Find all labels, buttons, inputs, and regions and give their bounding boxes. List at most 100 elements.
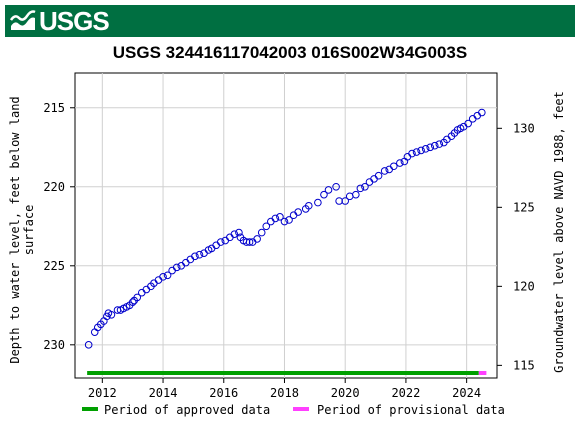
right-axis-ticks: 130 125 120 115 (497, 121, 535, 372)
data-point (370, 175, 378, 183)
data-points (84, 108, 486, 349)
data-point (242, 238, 251, 246)
left-axis-label-line1: Depth to water level, feet below land (8, 96, 22, 363)
data-point (257, 228, 266, 237)
data-point (314, 198, 322, 207)
left-tick-label: 225 (43, 259, 65, 273)
plot-frame (74, 72, 498, 379)
data-point (245, 238, 254, 246)
legend-provisional-swatch (293, 407, 309, 411)
data-point (385, 165, 394, 174)
left-tick-label: 230 (43, 338, 65, 352)
x-tick-label: 2018 (270, 386, 299, 400)
data-point (304, 201, 313, 210)
x-tick-label: 2014 (149, 386, 178, 400)
data-point (172, 263, 181, 272)
data-point (128, 298, 137, 306)
data-point (200, 249, 208, 257)
data-point (417, 146, 425, 155)
data-point (285, 216, 293, 224)
left-tick-label: 215 (43, 101, 65, 115)
data-point (289, 211, 298, 220)
usgs-banner (5, 5, 575, 37)
data-point (271, 214, 280, 223)
data-point (341, 197, 350, 205)
left-tick-label: 220 (43, 180, 65, 194)
data-point (468, 115, 477, 123)
data-point (403, 152, 412, 161)
data-point (262, 222, 271, 231)
data-point (335, 197, 343, 205)
data-point (345, 192, 354, 201)
data-point (84, 341, 93, 349)
data-point (352, 190, 360, 199)
data-point (159, 273, 167, 281)
data-point (380, 167, 389, 175)
period-bar (87, 371, 479, 375)
period-bars (87, 371, 487, 375)
data-point (332, 182, 340, 191)
data-point (435, 140, 444, 148)
legend-provisional-label: Period of provisional data (317, 403, 505, 417)
data-point (230, 230, 239, 238)
data-point (412, 148, 421, 156)
data-point (276, 213, 284, 221)
data-point (365, 178, 374, 186)
data-point (421, 145, 430, 153)
data-point (168, 266, 176, 275)
data-point (356, 184, 365, 193)
legend-approved-swatch (82, 407, 98, 411)
data-point (212, 241, 220, 250)
data-point (221, 236, 230, 245)
legend: Period of approved data Period of provis… (82, 403, 505, 417)
data-point (253, 235, 261, 243)
data-point (320, 190, 328, 199)
right-tick-label: 130 (513, 121, 535, 135)
data-point (107, 310, 116, 319)
chart-title: USGS 324416117042003 016S002W34G003S (112, 43, 468, 62)
usgs-wave-icon (10, 10, 36, 30)
data-point (426, 143, 435, 152)
legend-approved-label: Period of approved data (104, 403, 270, 417)
right-tick-label: 125 (513, 200, 535, 214)
data-point (133, 293, 142, 302)
data-point (324, 186, 333, 194)
data-point (478, 108, 486, 117)
data-point (154, 276, 163, 284)
data-point (267, 217, 275, 226)
data-point (400, 157, 409, 166)
data-point (473, 111, 482, 120)
left-axis-label-line2: surface (22, 205, 36, 256)
right-tick-label: 115 (513, 358, 535, 372)
data-point (191, 252, 199, 261)
data-point (137, 288, 146, 297)
left-axis-ticks: 215 220 225 230 (43, 101, 75, 352)
data-point (235, 228, 243, 237)
x-tick-label: 2012 (88, 386, 117, 400)
data-point (90, 328, 99, 336)
x-tick-label: 2022 (391, 386, 420, 400)
data-point (142, 285, 151, 294)
usgs-logo-text: USGS (39, 5, 110, 36)
data-point (182, 258, 190, 267)
data-point (216, 238, 225, 246)
data-point (361, 182, 369, 191)
x-tick-label: 2024 (452, 386, 481, 400)
data-point (195, 250, 204, 259)
grid-lines (75, 73, 497, 378)
x-axis-ticks: 2012 2014 2016 2018 2020 2022 2024 (88, 378, 481, 400)
data-point (389, 162, 398, 171)
period-bar (478, 371, 487, 375)
x-tick-label: 2016 (209, 386, 238, 400)
right-axis-label: Groundwater level above NAVD 1988, feet (552, 91, 566, 373)
data-point (396, 159, 404, 167)
data-point (430, 141, 439, 150)
data-point (294, 208, 302, 216)
data-point (374, 171, 383, 180)
data-point (464, 119, 472, 128)
data-point (226, 233, 234, 242)
right-tick-label: 120 (513, 279, 535, 293)
data-point (280, 217, 289, 226)
usgs-logo[interactable]: USGS (10, 5, 110, 37)
